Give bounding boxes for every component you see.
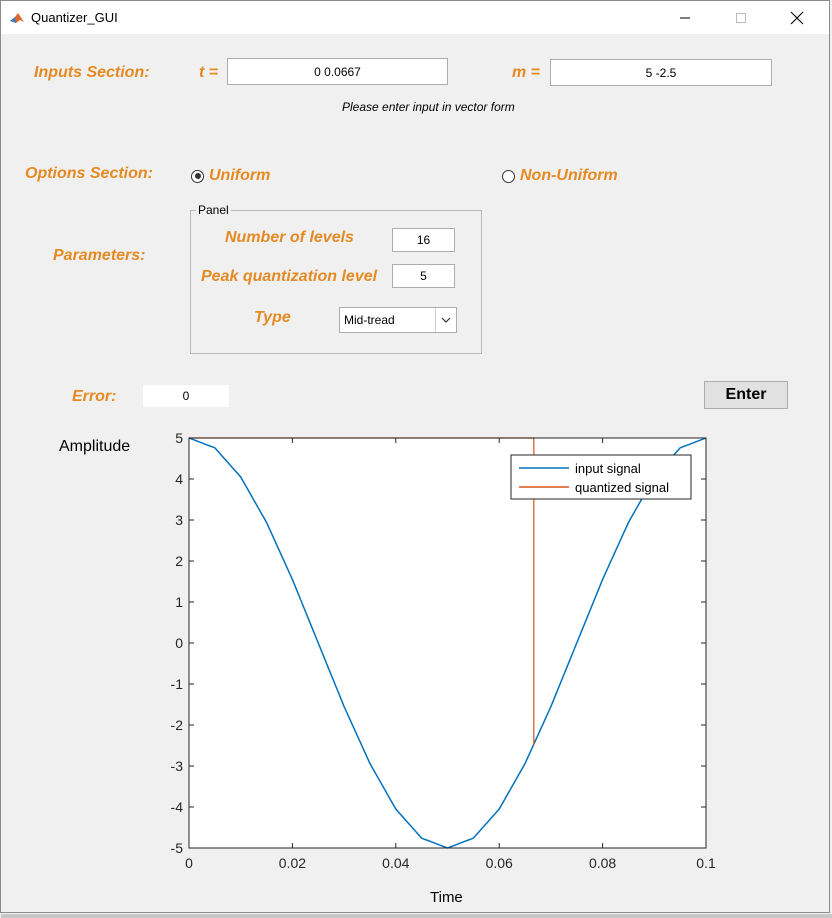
close-button[interactable] [769, 1, 825, 34]
y-tick-label: 5 [175, 430, 183, 446]
x-tick-label: 0.04 [382, 855, 409, 871]
type-select-value: Mid-tread [344, 313, 395, 327]
t-label: t = [199, 64, 219, 81]
nonuniform-radio-label: Non-Uniform [520, 167, 618, 184]
options-section-label: Options Section: [25, 165, 153, 182]
y-tick-label: -5 [171, 840, 184, 856]
legend-label: input signal [575, 461, 641, 476]
x-tick-label: 0 [185, 855, 193, 871]
y-tick-label: 2 [175, 553, 183, 569]
uniform-radio-label: Uniform [209, 167, 271, 184]
type-select[interactable]: Mid-tread [339, 307, 457, 333]
y-tick-label: 4 [175, 471, 183, 487]
matlab-icon [9, 10, 25, 26]
legend-label: quantized signal [575, 480, 669, 495]
y-tick-label: 0 [175, 635, 183, 651]
input-hint-text: Please enter input in vector form [342, 100, 515, 114]
y-axis-label: Amplitude [59, 438, 131, 455]
levels-input[interactable]: 16 [392, 228, 455, 252]
peak-input[interactable]: 5 [392, 264, 455, 288]
x-axis-label: Time [430, 889, 463, 906]
x-tick-label: 0.06 [486, 855, 513, 871]
y-tick-label: 3 [175, 512, 183, 528]
minimize-button[interactable] [657, 1, 713, 34]
axes-box [188, 437, 707, 849]
legend-box [510, 454, 692, 500]
parameters-panel [190, 210, 482, 354]
chevron-down-icon [435, 308, 456, 332]
levels-label: Number of levels [225, 229, 354, 246]
x-tick-label: 0.02 [279, 855, 306, 871]
minimize-icon [680, 17, 690, 18]
t-input[interactable]: 0 0.0667 [227, 58, 448, 85]
bottom-scrollbar [1, 914, 832, 918]
title-bar: Quantizer_GUI [1, 1, 829, 34]
y-tick-label: -2 [171, 717, 184, 733]
maximize-icon [736, 12, 746, 23]
panel-title: Panel [196, 203, 231, 217]
plot-area [189, 438, 706, 848]
y-tick-label: -4 [171, 799, 184, 815]
close-icon [790, 11, 804, 24]
x-tick-label: 0.08 [589, 855, 616, 871]
error-value: 0 [143, 385, 229, 407]
window-title: Quantizer_GUI [31, 10, 118, 25]
inputs-section-label: Inputs Section: [34, 64, 150, 81]
x-tick-label: 0.1 [696, 855, 716, 871]
peak-label: Peak quantization level [201, 268, 378, 285]
maximize-button[interactable] [713, 1, 769, 34]
error-label: Error: [72, 388, 117, 405]
type-label: Type [254, 309, 291, 326]
y-tick-label: -3 [171, 758, 184, 774]
radio-selected-icon [191, 169, 204, 183]
enter-button[interactable]: Enter [704, 381, 788, 409]
parameters-label: Parameters: [53, 247, 146, 264]
radio-unselected-icon [502, 169, 515, 183]
y-tick-label: -1 [171, 676, 184, 692]
y-tick-label: 1 [175, 594, 183, 610]
m-label: m = [512, 64, 541, 81]
m-input[interactable]: 5 -2.5 [550, 59, 772, 86]
nonuniform-radio[interactable]: Non-Uniform [502, 167, 618, 185]
uniform-radio[interactable]: Uniform [191, 167, 270, 185]
